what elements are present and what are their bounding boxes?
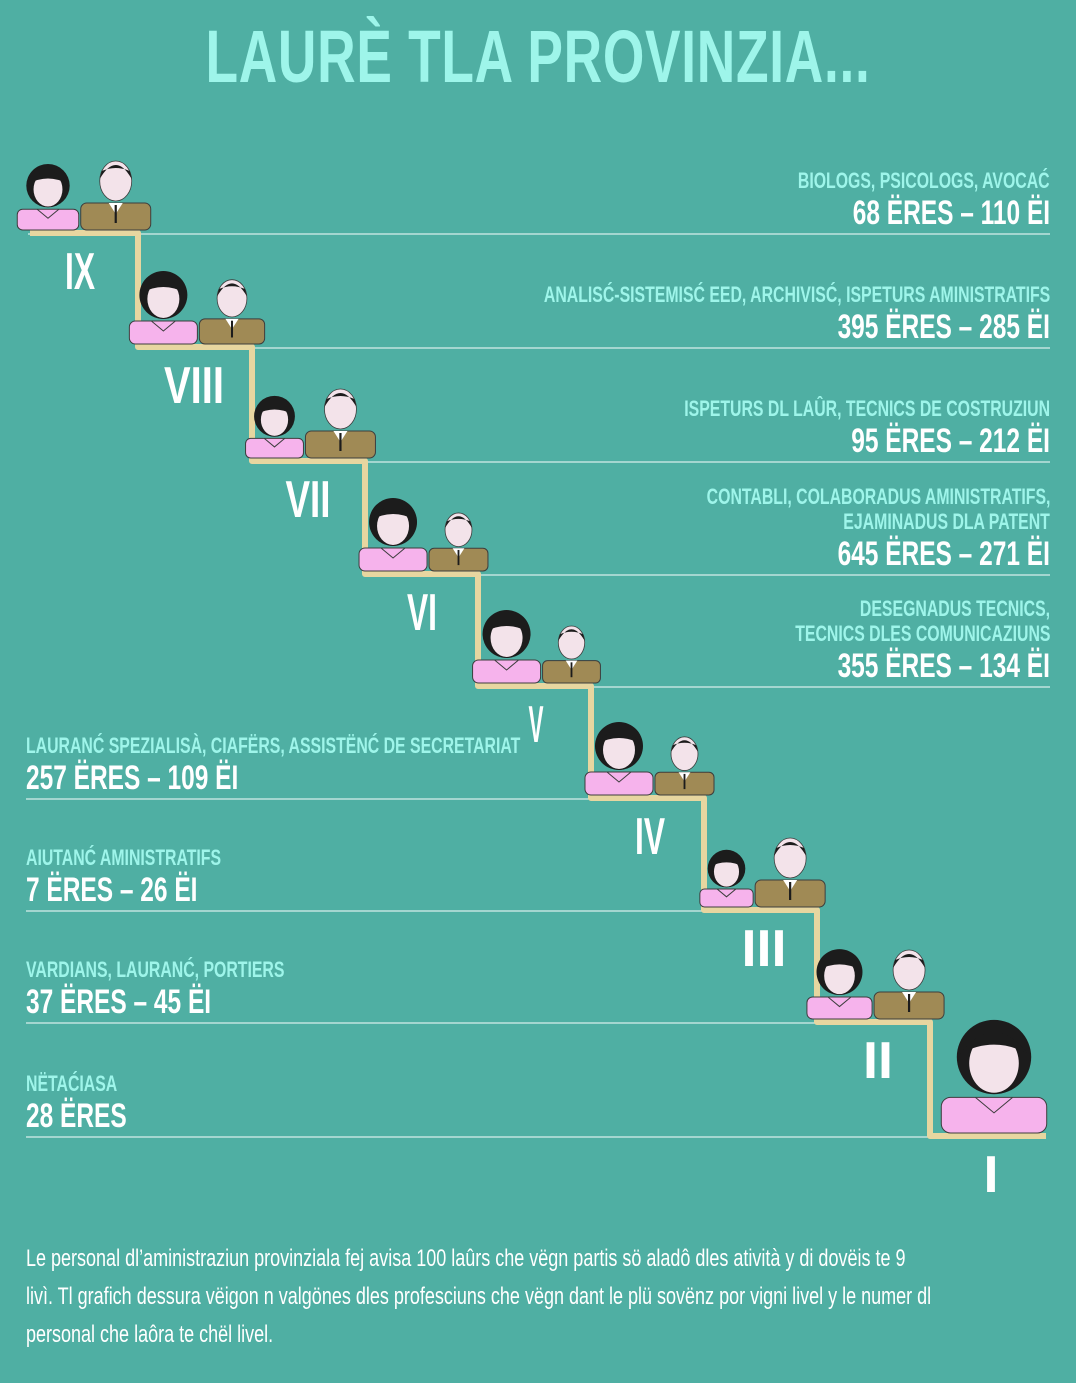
level-numeral: VIII [164,357,224,415]
level-numeral: IX [65,243,95,301]
occupation-label: ANALISĆ-SISTEMISĆ EED, ARCHIVISĆ, ISPETU… [543,282,1050,307]
level-numeral: II [863,1032,893,1090]
man-figure-icon [198,279,266,345]
staff-count-label: 28 ËRES [26,1097,127,1135]
occupation-label: AIUTANĆ AMINISTRATIFS [26,845,222,870]
occupation-label: EJAMINADUS DLA PATENT [843,509,1050,534]
occupation-label: NËTAĆIASA [26,1071,118,1096]
staff-count-label: 257 ËRES – 109 ËI [26,759,239,797]
level-numeral: VII [286,471,331,529]
staff-count-label: 645 ËRES – 271 ËI [837,535,1050,573]
woman-figure-icon [584,722,654,796]
occupation-label: CONTABLI, COLABORADUS AMINISTRATIFS, [706,484,1050,509]
level-numeral: I [984,1146,999,1204]
man-figure-icon [873,949,945,1020]
woman-figure-icon [358,498,428,572]
note-line: personal che laôra te chël livel. [26,1321,274,1348]
note-line: livì. Tl grafich dessura vëigon n valgön… [26,1283,932,1310]
page-title: LAURÈ TLA PROVINZIA... [205,15,871,98]
occupation-label: LAURANĆ SPEZIALISÀ, CIAFËRS, ASSISTËNĆ D… [26,733,521,758]
man-figure-icon [304,388,376,459]
woman-figure-icon [245,395,304,459]
man-figure-icon [542,625,601,684]
occupation-label: BIOLOGS, PSICOLOGS, AVOCAĆ [798,168,1050,193]
man-figure-icon [754,837,826,908]
woman-figure-icon [472,610,542,684]
man-figure-icon [428,512,489,572]
staff-count-label: 37 ËRES – 45 ËI [26,983,212,1021]
staircase-line [30,230,1046,1139]
woman-figure-icon [940,1019,1048,1134]
woman-figure-icon [699,849,754,908]
note-line: Le personal dl’aministraziun provinziala… [26,1245,906,1272]
occupation-label: ISPETURS DL LAÛR, TECNICS DE COSTRUZIUN [684,396,1050,421]
woman-figure-icon [806,949,873,1020]
man-figure-icon [80,160,152,231]
staff-count-label: 355 ËRES – 134 ËI [837,647,1050,685]
occupation-label: TECNICS DLES COMUNICAZIUNS [794,621,1050,646]
level-numeral: VI [407,584,437,642]
staff-count-label: 95 ËRES – 212 ËI [851,422,1050,460]
occupation-label: DESEGNADUS TECNICS, [859,596,1050,621]
woman-figure-icon [128,271,198,345]
man-figure-icon [654,736,715,796]
explanatory-note: Le personal dl’aministraziun provinziala… [26,1240,1039,1354]
level-numeral: III [742,920,787,978]
woman-figure-icon [16,164,80,231]
occupation-label: VARDIANS, LAURANĆ, PORTIERS [26,957,285,982]
staff-count-label: 68 ËRES – 110 ËI [852,194,1050,232]
staff-count-label: 395 ËRES – 285 ËI [837,308,1050,346]
level-numeral: IV [635,808,665,866]
staff-count-label: 7 ËRES – 26 ËI [26,871,198,909]
level-numeral: V [529,696,544,754]
